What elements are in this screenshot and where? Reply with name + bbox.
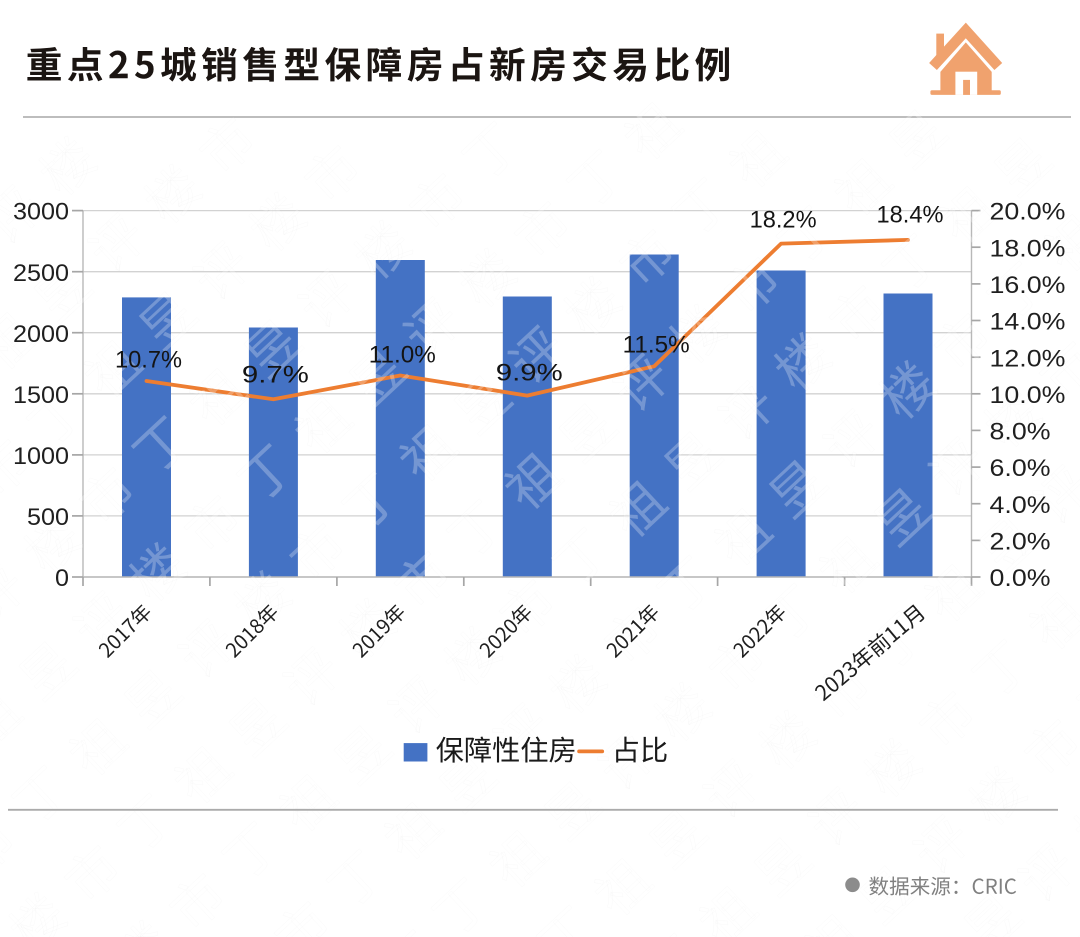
svg-text:1000: 1000 [13, 443, 69, 470]
svg-text:0.0%: 0.0% [990, 565, 1051, 592]
svg-text:3000: 3000 [13, 199, 69, 226]
svg-text:10.7%: 10.7% [115, 347, 182, 374]
svg-text:20.0%: 20.0% [990, 199, 1066, 226]
svg-text:18.4%: 18.4% [877, 202, 944, 229]
svg-text:1500: 1500 [13, 382, 69, 409]
svg-text:12.0%: 12.0% [990, 345, 1066, 372]
svg-text:8.0%: 8.0% [990, 419, 1051, 446]
svg-text:2500: 2500 [13, 260, 69, 287]
svg-text:4.0%: 4.0% [990, 492, 1051, 519]
svg-text:500: 500 [27, 504, 69, 531]
svg-text:9.9%: 9.9% [496, 360, 563, 387]
svg-text:16.0%: 16.0% [990, 272, 1066, 299]
svg-text:9.7%: 9.7% [242, 362, 309, 389]
svg-text:2000: 2000 [13, 321, 69, 348]
svg-text:11.0%: 11.0% [369, 342, 436, 369]
svg-text:18.0%: 18.0% [990, 235, 1066, 262]
svg-text:11.5%: 11.5% [623, 332, 690, 359]
svg-text:10.0%: 10.0% [990, 382, 1066, 409]
svg-text:14.0%: 14.0% [990, 309, 1066, 336]
svg-text:2.0%: 2.0% [990, 529, 1051, 556]
svg-text:6.0%: 6.0% [990, 455, 1051, 482]
svg-text:0: 0 [55, 565, 69, 592]
svg-text:18.2%: 18.2% [750, 207, 817, 234]
